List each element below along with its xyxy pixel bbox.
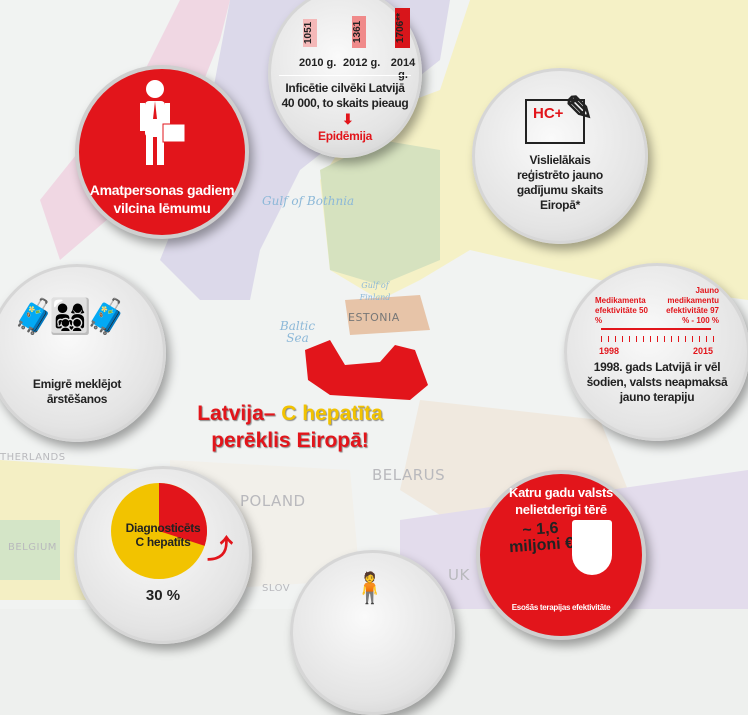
diagnosed-pie-chart [111,483,207,579]
map-label-poland: POLAND [240,492,306,510]
emigrate-text: Emigrē meklējot ārstēšanos [32,377,122,406]
latvia-shape [305,340,428,400]
map-label-slovakia: SLOV [262,583,291,594]
infected-circle: 1051 1361 1706** 2010 g. 2012 g. 2014 g.… [268,0,422,158]
person-money-icon: 🧍 [351,572,389,605]
arrow-down-icon: ⬇ [342,111,354,127]
diagnosed-percent: 30 % [145,587,181,604]
curved-arrow-icon: ⤴ [207,534,234,564]
divider [279,75,411,76]
timeline-start: 1998 [599,346,620,356]
waste-amount: ~ 1,6 miljoni € [508,519,575,557]
bar-2012: 1361 [352,16,366,48]
waste-footer: Esošās terapijas efektivitāte [511,603,611,612]
officials-circle: Amatpersonas gadiem vilcina lēmumu [75,65,249,239]
old-efficacy-label: Medikamenta efektivitāte 50 % [595,296,648,325]
map-label-ukraine: UK [448,566,470,584]
bar-2010: 1051 [303,19,317,47]
diagnosed-circle: Diagnosticēts C hepatīts ⤴ 30 % [74,466,252,644]
timeline-text: 1998. gads Latvijā ir vēl šodien, valsts… [586,360,728,404]
map-label-baltic-sea: Baltic Sea [279,319,316,345]
family-icon: 🧳👨‍👩‍👧‍👦🧳 [13,298,128,336]
officials-text: Amatpersonas gadiem vilcina lēmumu [89,182,235,216]
pen-icon: ✎ [565,90,594,128]
map-label-belarus: BELARUS [372,466,446,484]
businessman-icon [140,80,186,165]
headline-part1: Latvija– [197,402,282,425]
map-label-belgium: BELGIUM [8,542,57,553]
emigrate-circle: 🧳👨‍👩‍👧‍👦🧳 Emigrē meklējot ārstēšanos [0,264,166,442]
finland-region [320,140,440,285]
map-label-gulf-finland: Gulf of Finland [359,281,391,302]
cost-circle: 🧍 [290,550,455,715]
infected-text: Inficētie cilvēki Latvijā 40 000, to ska… [281,81,409,110]
map-label-estonia: ESTONIA [348,311,400,324]
timeline-ticks [601,336,715,342]
year-2012: 2012 g. [343,57,381,69]
map-label-netherlands: THERLANDS [0,452,66,463]
waste-circle: Katru gadu valsts nelietderīgi tērē ~ 1,… [476,470,646,640]
epidemic-label: Epidēmija [318,129,372,143]
pie-slice-diagnosed [159,483,207,546]
headline-line2: perēklis Eiropā! [211,429,369,452]
cases-text: Vislielākais reģistrēto jauno gadījumu s… [516,153,604,212]
bar-2014: 1706** [395,8,410,48]
headline: Latvija– C hepatīta perēklis Eiropā! [170,400,410,454]
timeline-circle: Medikamenta efektivitāte 50 % Jauno medi… [564,263,748,441]
timeline-line [601,328,711,330]
toilet-icon [572,520,612,575]
hc-plus-badge: HC+ [525,99,585,144]
new-efficacy-label: Jauno medikamentu efektivitāte 97 % - 10… [666,286,719,325]
year-2010: 2010 g. [299,57,337,69]
year-2014: 2014 g. [390,57,416,81]
diagnosed-label: Diagnosticēts C hepatīts [125,521,201,549]
cases-circle: HC+ ✎ Vislielākais reģistrēto jauno gadī… [472,68,648,244]
headline-part2: C hepatīta [281,402,383,425]
estonia-region [345,295,430,335]
waste-text: Katru gadu valsts nelietderīgi tērē [509,485,613,517]
belgium-region [0,520,60,580]
map-label-gulf-bothnia: Gulf of Bothnia [262,194,355,208]
timeline-end: 2015 [692,346,713,356]
